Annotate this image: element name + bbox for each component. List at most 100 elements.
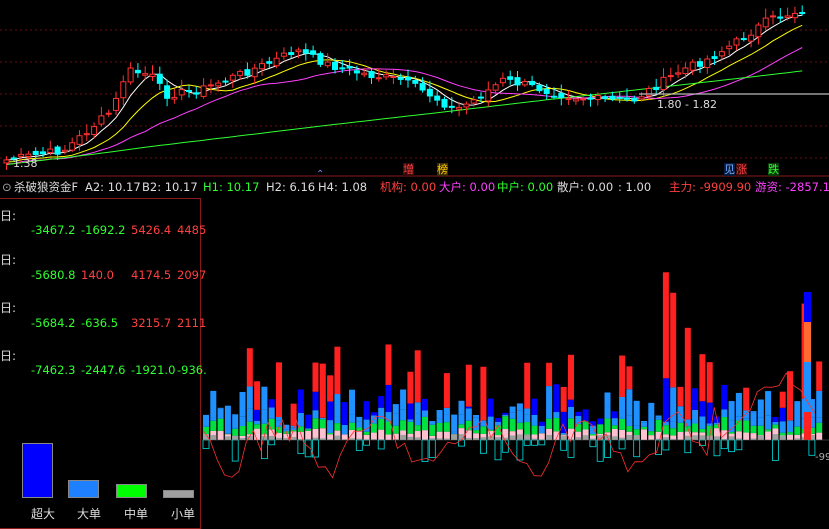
right-edge-label: -99 xyxy=(815,452,829,463)
flow-bar-segment xyxy=(699,401,706,417)
flow-bar-segment xyxy=(575,415,582,425)
flow-bar-segment xyxy=(349,414,355,423)
candle-body xyxy=(616,96,623,99)
flow-bar-segment xyxy=(312,410,319,419)
candle-body xyxy=(178,89,185,96)
signal-rise[interactable]: 涨 xyxy=(736,163,747,176)
flow-bar-spike xyxy=(804,362,811,412)
candle-body xyxy=(222,80,229,83)
flow-bar-segment xyxy=(699,354,706,402)
candle-body xyxy=(711,56,718,59)
legend-bar xyxy=(22,443,53,498)
candle-body xyxy=(273,57,280,67)
flow-bar-segment xyxy=(743,420,750,433)
flow-bar-small xyxy=(436,438,443,440)
candle-body xyxy=(667,75,674,78)
flow-bar-small xyxy=(400,434,407,440)
flow-bar-segment xyxy=(283,433,290,440)
flow-bar-segment xyxy=(779,391,786,408)
flow-bar-segment xyxy=(575,411,582,416)
candle-body xyxy=(375,77,382,80)
flow-bar-segment xyxy=(276,426,282,433)
chevron-down-icon[interactable]: ⊙ xyxy=(2,180,12,194)
flow-bar-segment xyxy=(246,421,253,435)
value-cell: 140.0 xyxy=(81,268,114,282)
flow-bar-segment xyxy=(641,429,647,440)
candle-body xyxy=(32,150,39,155)
candle-body xyxy=(405,76,411,81)
flow-bar-segment xyxy=(684,431,691,440)
candle-body xyxy=(441,98,448,108)
flow-bar-segment xyxy=(787,432,793,435)
flow-bar-segment xyxy=(633,425,640,430)
flow-bar-segment xyxy=(568,418,574,429)
flow-bar-segment xyxy=(670,421,677,429)
candle-body xyxy=(558,92,565,98)
candle-body xyxy=(390,76,397,79)
candle-body xyxy=(536,84,543,92)
flow-bar-segment xyxy=(714,428,720,440)
legend-label-large: 大单 xyxy=(77,507,102,521)
flow-bar-segment xyxy=(714,422,720,425)
candle-body xyxy=(660,76,667,91)
flow-bar-small xyxy=(203,434,209,440)
flow-bar-segment xyxy=(670,435,677,440)
flow-bar-segment xyxy=(297,412,304,427)
youzi-value: 游资: -2857.13 xyxy=(755,180,829,194)
flow-bar-segment xyxy=(473,417,480,431)
flow-bar-segment xyxy=(458,428,465,440)
flow-bar-segment xyxy=(400,389,407,410)
flow-bar-segment xyxy=(378,429,385,440)
candle-body xyxy=(368,70,375,79)
flow-bar-small xyxy=(473,438,480,440)
flow-bar-segment xyxy=(619,396,626,418)
indicator-name[interactable]: 杀破狼资金F xyxy=(14,180,79,194)
flow-bar-segment xyxy=(480,420,487,427)
flow-bar-small xyxy=(232,435,239,440)
flow-bar-segment xyxy=(363,431,370,435)
candle-body xyxy=(485,89,492,102)
flow-bar-segment xyxy=(356,427,363,432)
flow-bar-negative xyxy=(494,439,502,461)
capital-flow-line xyxy=(202,372,816,479)
candle-body xyxy=(47,148,54,154)
candle-body xyxy=(609,95,616,100)
flow-bar-segment xyxy=(619,418,626,430)
candle-body xyxy=(594,95,601,101)
candle-body xyxy=(777,16,784,19)
value-cell: 4174.5 xyxy=(131,268,172,282)
flow-bar-segment xyxy=(750,412,757,426)
flow-bar-segment xyxy=(546,362,553,387)
candle-body xyxy=(361,72,368,76)
flow-bar-segment xyxy=(684,327,691,420)
signal-see[interactable]: 见 xyxy=(724,163,735,176)
flow-bar-negative xyxy=(618,439,626,450)
flow-bar-segment xyxy=(677,386,684,407)
flow-bar-segment xyxy=(816,432,823,440)
flow-bar-segment xyxy=(473,430,480,434)
signal-increase[interactable]: 增 xyxy=(403,163,414,176)
candle-body xyxy=(448,105,455,108)
flow-bar-segment xyxy=(531,425,538,435)
flow-bar-segment xyxy=(670,292,677,388)
flow-bar-segment xyxy=(611,418,618,426)
flow-bar-small xyxy=(670,438,677,440)
value-cell: -3467.2 xyxy=(31,223,76,237)
candle-body xyxy=(551,95,557,98)
flow-bar-segment xyxy=(495,417,501,422)
flow-bar-segment xyxy=(553,384,560,413)
flow-bar-segment xyxy=(232,427,239,429)
flow-bar-small xyxy=(349,438,355,440)
flow-bar-segment xyxy=(436,422,443,432)
flow-bar-segment xyxy=(312,428,319,440)
value-cell: -936.1 xyxy=(177,363,207,377)
candle-body xyxy=(784,15,791,18)
signal-fall[interactable]: 跌 xyxy=(768,163,779,176)
flow-bar-small xyxy=(677,439,684,440)
flow-bar-segment xyxy=(502,414,509,417)
flow-bar-segment xyxy=(794,434,801,440)
candle-body xyxy=(215,82,222,87)
flow-bar-small xyxy=(626,435,633,440)
signal-rank[interactable]: 榜 xyxy=(437,163,448,176)
